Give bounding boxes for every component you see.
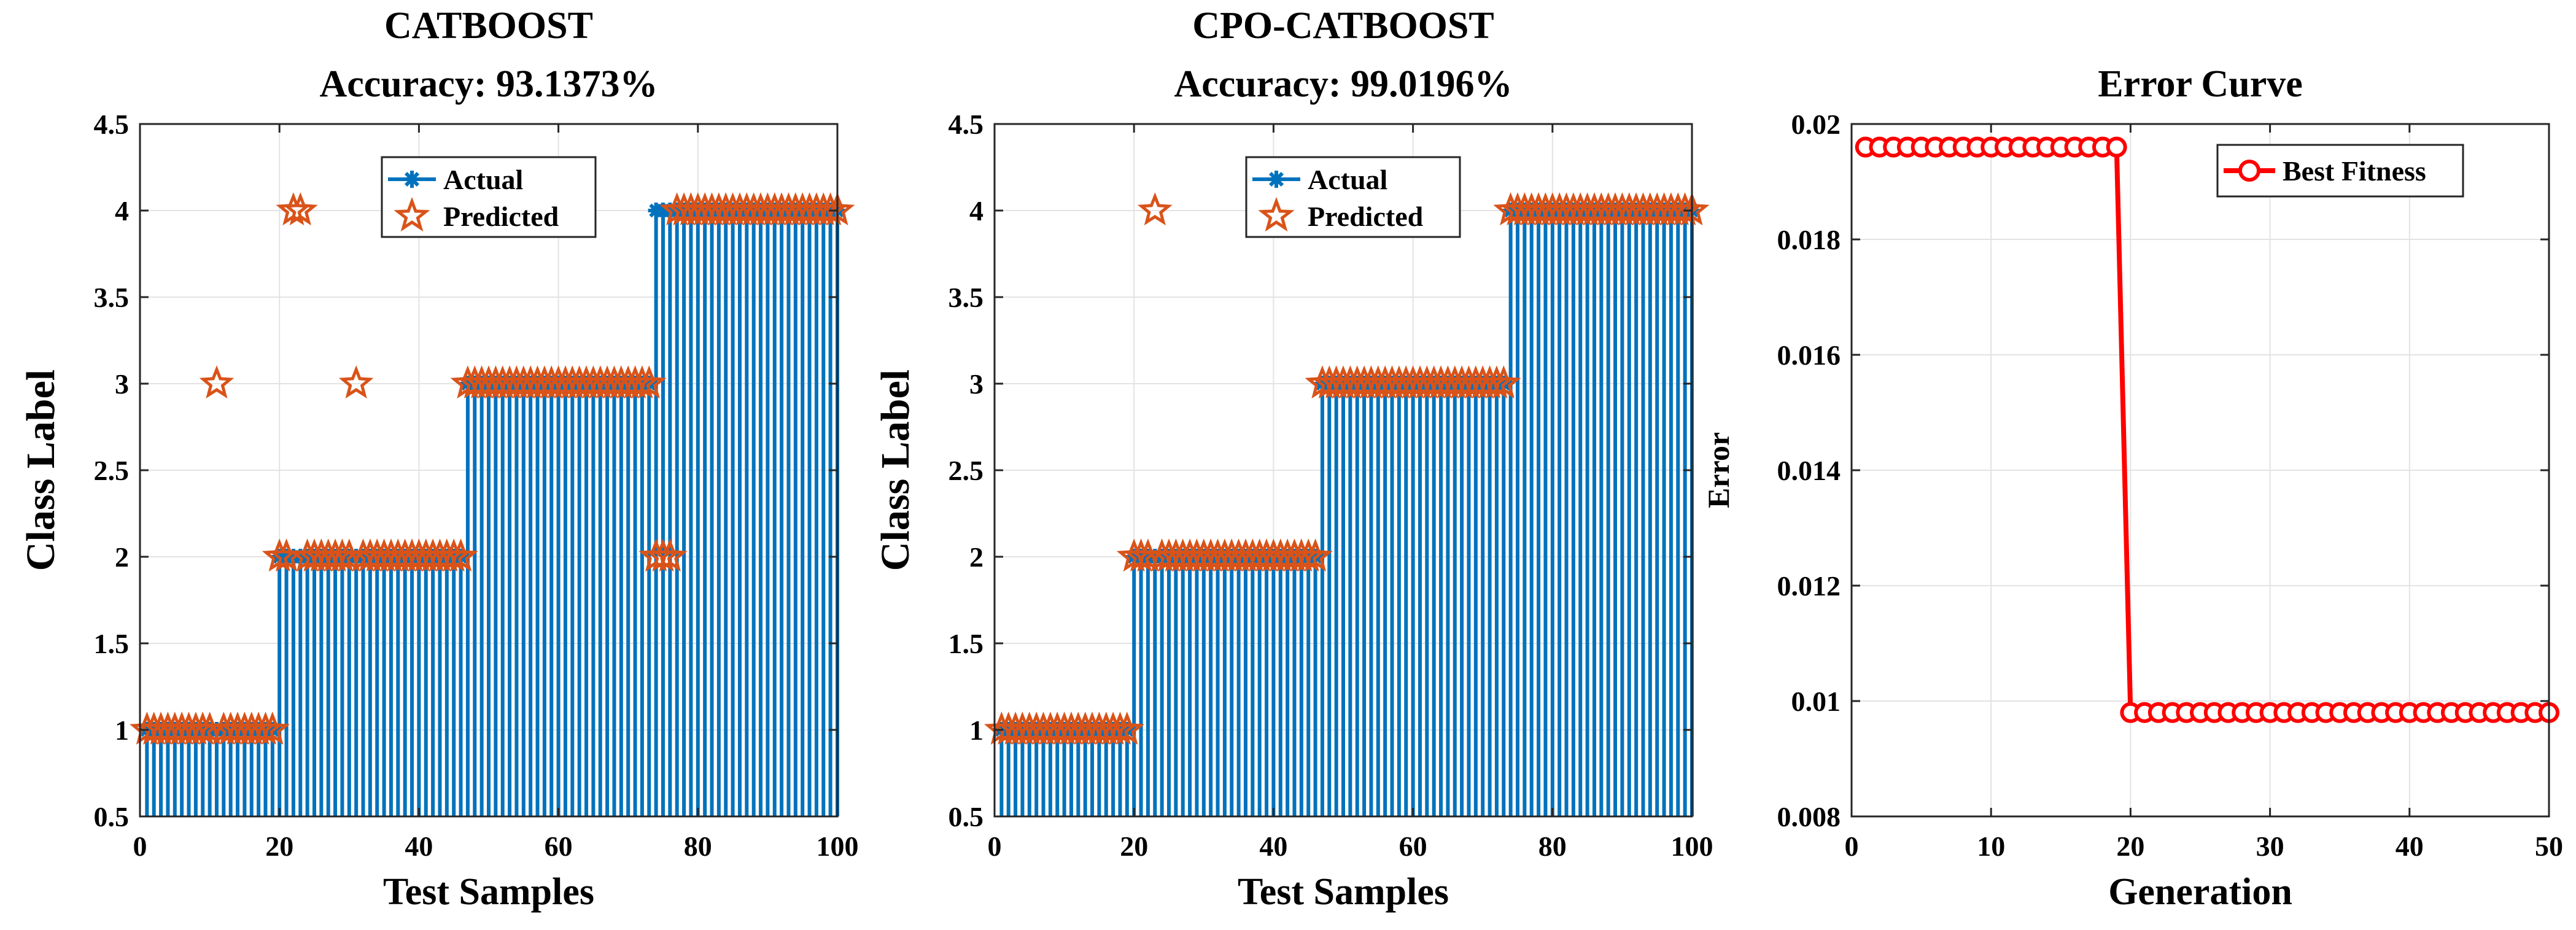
y-tick-label: 0.02 — [1791, 109, 1841, 140]
y-axis-label: Error — [1701, 432, 1736, 508]
y-axis-label: Class Label — [873, 370, 918, 571]
y-tick-label: 3 — [969, 368, 983, 400]
y-tick-label: 4.5 — [94, 109, 130, 140]
x-tick-label: 0 — [988, 831, 1002, 862]
legend-actual-marker — [403, 171, 421, 188]
chart-title: Error Curve — [2098, 63, 2302, 105]
x-axis-label: Test Samples — [1238, 871, 1449, 913]
actual-stems — [145, 211, 839, 816]
chart-title: CATBOOST — [384, 5, 593, 47]
y-tick-label: 1.5 — [94, 628, 130, 659]
chart-subtitle: Accuracy: 93.1373% — [320, 63, 658, 105]
y-tick-label: 2.5 — [949, 455, 984, 486]
legend: Actual Predicted — [381, 156, 597, 238]
legend-box — [381, 156, 597, 238]
y-tick-label: 3 — [115, 368, 129, 400]
legend-actual-marker — [1268, 171, 1285, 188]
x-tick-label: 20 — [265, 831, 293, 862]
predicted-point — [1298, 538, 1333, 572]
predicted-point — [443, 538, 478, 572]
y-tick-label: 1.5 — [949, 628, 984, 659]
predicted-point — [255, 711, 290, 745]
y-tick-label: 0.014 — [1777, 455, 1841, 486]
predicted-point — [653, 538, 688, 572]
legend: Actual Predicted — [1245, 156, 1461, 238]
x-tick-label: 10 — [1977, 831, 2005, 862]
y-axis-label: Class Label — [18, 370, 63, 571]
asterisk-stroke — [1268, 171, 1284, 187]
x-tick-label: 40 — [2396, 831, 2424, 862]
y-tick-label: 4.5 — [949, 109, 984, 140]
cpo-catboost-panel: CPO-CATBOOST Accuracy: 99.0196% 0 20 40 60 80 1… — [873, 5, 1713, 913]
x-tick-label: 100 — [1671, 831, 1713, 862]
predicted-point — [338, 365, 374, 399]
x-tick-label: 80 — [684, 831, 712, 862]
legend-box — [1245, 156, 1461, 238]
y-tick-label: 2.5 — [94, 455, 130, 486]
legend-predicted-marker — [1258, 196, 1295, 232]
x-tick-label: 50 — [2535, 831, 2563, 862]
legend: Best Fitness — [2216, 144, 2464, 198]
x-tick-label: 20 — [2116, 831, 2144, 862]
predicted-point — [1486, 365, 1521, 399]
predicted-point — [199, 365, 235, 399]
x-tick-label: 0 — [1845, 831, 1859, 862]
catboost-panel: CATBOOST Accuracy: 93.1373% 0 20 40 60 80 100 0.… — [18, 5, 859, 913]
x-tick-label: 0 — [133, 831, 147, 862]
best-fitness-point — [2106, 136, 2127, 158]
x-tick-label: 100 — [817, 831, 859, 862]
legend-actual-label: Actual — [1308, 164, 1387, 195]
x-axis-label: Test Samples — [383, 871, 594, 913]
legend-predicted-marker — [394, 196, 430, 232]
y-tick-label: 4 — [115, 195, 129, 227]
x-tick-label: 30 — [2256, 831, 2284, 862]
actual-stems — [999, 211, 1694, 816]
predicted-point — [282, 192, 318, 226]
y-tick-label: 0.008 — [1777, 801, 1841, 832]
legend-actual-label: Actual — [443, 164, 523, 195]
predicted-markers — [984, 192, 1710, 745]
chart-title: CPO-CATBOOST — [1192, 5, 1494, 47]
y-tick-label: 2 — [969, 541, 983, 573]
legend-label: Best Fitness — [2283, 155, 2426, 187]
asterisk-stroke — [404, 171, 420, 187]
x-axis-label: Generation — [2108, 871, 2292, 913]
chart-subtitle: Accuracy: 99.0196% — [1174, 63, 1513, 105]
y-tick-label: 0.016 — [1777, 339, 1841, 371]
predicted-point — [631, 365, 667, 399]
predicted-point — [1137, 192, 1173, 226]
x-tick-label: 60 — [545, 831, 573, 862]
x-tick-label: 20 — [1120, 831, 1148, 862]
legend-marker — [2238, 160, 2260, 182]
x-tick-label: 80 — [1538, 831, 1567, 862]
x-tick-label: 40 — [1259, 831, 1287, 862]
x-tick-label: 40 — [405, 831, 433, 862]
y-tick-label: 3.5 — [949, 282, 984, 313]
y-tick-label: 2 — [115, 541, 129, 573]
legend-predicted-label: Predicted — [443, 201, 559, 232]
legend-predicted-label: Predicted — [1308, 201, 1424, 232]
y-tick-label: 4 — [969, 195, 983, 227]
error-curve-panel: Error Curve 0 10 20 30 40 50 0.008 0.01 0.012 0.01… — [1701, 63, 2563, 913]
y-tick-label: 1 — [969, 715, 983, 746]
predicted-point — [1109, 711, 1145, 745]
predicted-markers — [130, 192, 855, 745]
y-tick-label: 0.5 — [949, 801, 984, 832]
y-tick-label: 3.5 — [94, 282, 130, 313]
best-fitness-markers — [1855, 136, 2559, 723]
y-tick-label: 0.012 — [1777, 570, 1841, 602]
y-tick-label: 0.01 — [1791, 686, 1841, 717]
x-tick-label: 60 — [1399, 831, 1427, 862]
y-tick-label: 0.5 — [94, 801, 130, 832]
y-tick-label: 0.018 — [1777, 224, 1841, 255]
y-tick-label: 1 — [115, 715, 129, 746]
